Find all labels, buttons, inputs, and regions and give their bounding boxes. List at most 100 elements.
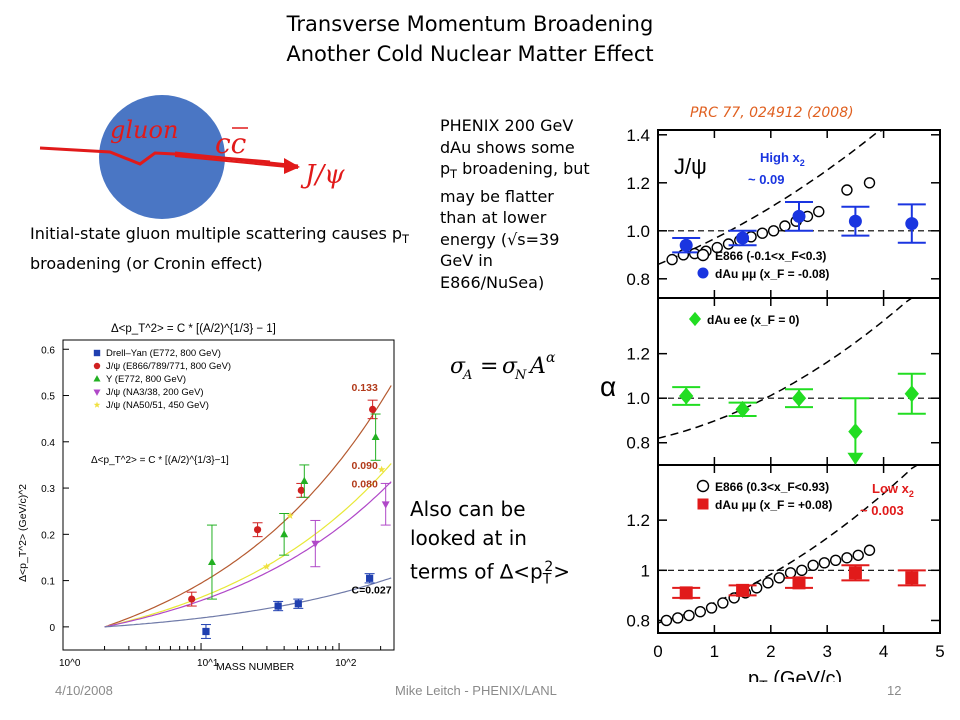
y-tick-label: 0.8: [626, 270, 650, 289]
y-tick-label: 1.2: [626, 345, 650, 364]
right-chart: 0.8 1.0 1.2 1.4 E866 (-0.1<x_F<0.3) dAu μμ (x…: [600, 126, 945, 682]
model-curve: [657, 464, 940, 624]
data-point: [672, 612, 684, 624]
legend-marker: [697, 267, 709, 279]
phenix-text: PHENIX 200 GeV dAu shows some pT broaden…: [440, 116, 590, 292]
data-point: [722, 238, 735, 250]
x-tick-label: 10^0: [59, 658, 81, 669]
data-point: [848, 566, 862, 580]
fit-curve-C=0.027: [104, 577, 392, 628]
y-tick-label: 0.3: [41, 484, 55, 495]
y-tick-label: 0.4: [41, 438, 55, 449]
y-tick-label: 0: [49, 623, 55, 634]
data-point: [792, 576, 806, 590]
data-point: [736, 231, 750, 245]
data-point: [683, 609, 695, 622]
legend-entry: dAu ee (x_F = 0): [707, 313, 799, 327]
data-point: [905, 571, 919, 585]
data-point: [300, 476, 309, 484]
data-point: [280, 530, 289, 538]
data-point: [666, 253, 678, 266]
footer-author: Mike Leitch - PHENIX/LANL: [395, 683, 557, 698]
x-tick-label: 5: [935, 642, 944, 661]
data-point: [311, 540, 320, 548]
legend-entry: E866 (-0.1<x_F<0.3): [715, 249, 826, 263]
legend-marker: [93, 401, 101, 408]
data-point: [208, 557, 216, 565]
legend-entry: J/ψ (E866/789/771, 800 GeV): [106, 361, 231, 372]
data-point: [792, 209, 806, 223]
y-tick-label: 0.8: [626, 611, 650, 630]
jpsi-arrow-1: [174, 151, 299, 168]
legend-entry: Drell–Yan (E772, 800 GeV): [106, 348, 221, 359]
y-tick-label: 0.8: [626, 434, 650, 453]
legend-entry: dAu μμ (x_F = -0.08): [715, 267, 829, 281]
y-tick-label: 1.2: [626, 174, 650, 193]
x-tick-label: 4: [879, 642, 888, 661]
svg-text:A: A: [462, 368, 472, 383]
x2-annotation-value: ~ 0.09: [748, 172, 785, 187]
data-point: [852, 549, 864, 561]
data-point: [848, 214, 862, 228]
data-point: [863, 544, 876, 556]
data-point: [253, 526, 262, 534]
curve-label: C=0.027: [352, 585, 392, 597]
footer-page-number: 12: [887, 683, 902, 698]
data-point: [679, 238, 693, 252]
x2-annotation-value: ~ 0.003: [860, 503, 904, 518]
data-point: [736, 583, 750, 597]
data-point: [369, 405, 377, 414]
data-point: [829, 554, 842, 566]
data-point: [274, 602, 282, 610]
data-point: [694, 605, 707, 618]
data-point: [841, 184, 853, 196]
svg-text:α: α: [546, 350, 556, 366]
reference-citation: PRC 77, 024912 (2008): [690, 105, 854, 121]
left-plot-frame: [62, 339, 395, 651]
data-point: [905, 217, 919, 231]
left-chart-xlabel: MASS NUMBER: [216, 661, 295, 673]
jpsi-arrow-2: [174, 155, 299, 169]
gluon-label: gluon: [110, 116, 178, 144]
svg-text:σ: σ: [450, 354, 466, 379]
title-line-2: Another Cold Nuclear Matter Effect: [286, 42, 654, 66]
x-tick-label: 3: [822, 642, 831, 661]
legend-entry: J/ψ (NA50/51, 450 GeV): [106, 400, 209, 411]
nucleus-blob: [99, 95, 225, 219]
footer-date: 4/10/2008: [55, 683, 113, 698]
data-point: [679, 387, 694, 405]
data-point: [262, 562, 271, 570]
x-tick-label: 0: [653, 642, 662, 661]
right-chart-ylabel: α: [600, 371, 616, 402]
right-panel-2-frame: [657, 297, 941, 466]
y-tick-label: 1.0: [626, 389, 650, 408]
arrowhead-icon: [284, 158, 300, 174]
data-point: [762, 577, 774, 589]
legend-marker: [697, 498, 709, 510]
fit-curve-0.090: [104, 463, 392, 628]
left-chart-formula: Δ<p_T^2> = C * [(A/2)^{1/3}−1]: [91, 455, 229, 466]
data-point: [779, 220, 791, 232]
also-text: Also can be looked at in terms of ∆<pT2>: [410, 497, 570, 588]
data-point: [366, 574, 374, 582]
legend-marker: [93, 375, 101, 382]
data-point: [705, 602, 718, 614]
panel-label: J/ψ: [674, 154, 707, 179]
data-point: [202, 627, 210, 636]
x2-annotation: High x2: [760, 150, 805, 168]
data-point: [841, 552, 853, 564]
ccbar-label: cc: [215, 127, 247, 160]
data-point: [735, 400, 750, 418]
x-tick-label: 1: [710, 642, 719, 661]
data-point: [848, 423, 863, 441]
y-tick-label: 1.0: [626, 222, 650, 241]
x2-annotation: Low x2: [872, 481, 914, 499]
left-chart-title: Δ<p_T^2> = C * [(A/2)^{1/3} − 1]: [111, 323, 276, 335]
data-point: [679, 586, 693, 600]
data-point: [377, 465, 386, 473]
fit-curve-0.080: [104, 481, 392, 628]
data-point: [813, 205, 825, 218]
data-point: [818, 557, 831, 569]
curve-label: 0.133: [352, 382, 378, 394]
y-tick-label: 1.4: [626, 126, 650, 145]
